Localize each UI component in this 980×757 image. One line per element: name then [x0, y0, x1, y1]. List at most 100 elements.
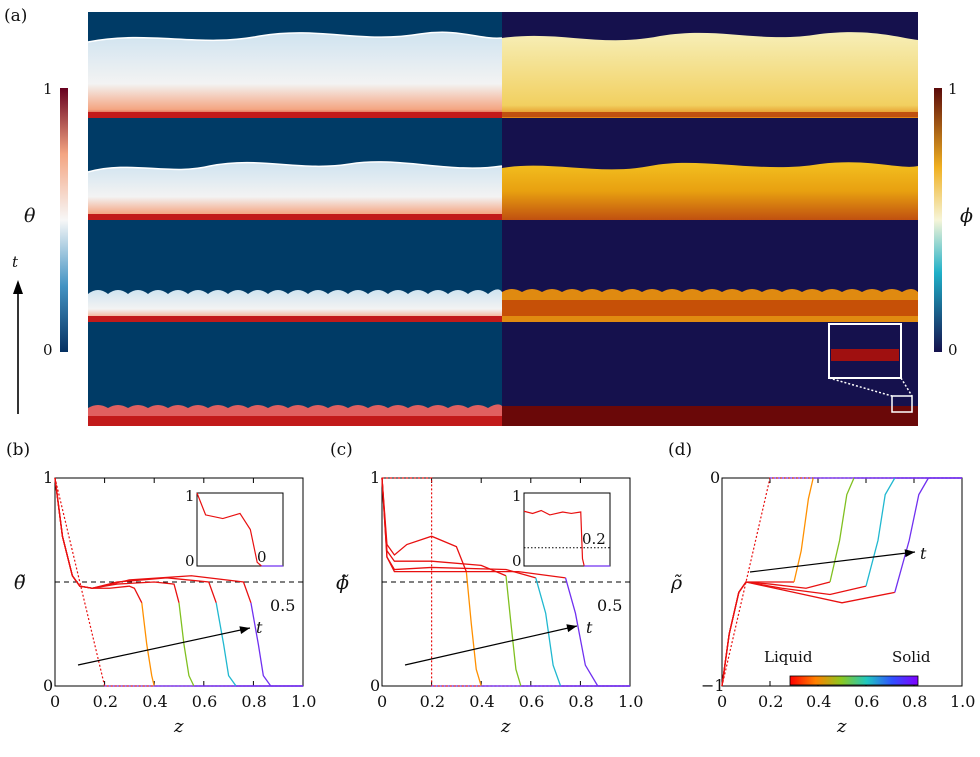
- phi-colorbar-max: 1: [948, 80, 958, 98]
- theta-interface-3: [87, 161, 503, 173]
- x-tick-label-b: 0.6: [191, 692, 218, 711]
- y-tick-label-b: 1: [43, 468, 54, 487]
- series-b-4: [54, 477, 252, 604]
- series-b-2: [54, 477, 180, 603]
- theta-interface-4: [87, 31, 503, 43]
- inset-reference-label-b: 0: [257, 548, 267, 566]
- zoom-inset-band: [831, 349, 899, 361]
- series-front-c-2: [505, 575, 522, 687]
- series-front-d-3: [865, 477, 896, 587]
- x-axis-label-b: z: [174, 716, 184, 737]
- y-axis-label-d: ρ̃: [671, 572, 683, 594]
- time-arrow-head-b: [239, 626, 250, 635]
- series-c-2: [381, 477, 507, 577]
- phi-bottom-4: [502, 112, 918, 117]
- theta-snapshot-2: [88, 289, 502, 322]
- theta-hot-wall-2: [88, 316, 502, 322]
- x-tick-label-d: 0: [717, 692, 728, 711]
- series-front-c-4: [564, 577, 599, 687]
- x-axis-label-c: z: [501, 716, 511, 737]
- x-tick-label-b: 0.8: [241, 692, 267, 711]
- inset-frame-c: [523, 492, 611, 567]
- inset-y-min-c: 0: [512, 552, 522, 570]
- panel-label-c: (c): [330, 440, 353, 460]
- time-arrow-label: t: [12, 253, 19, 271]
- time-arrow-head-d: [904, 549, 915, 558]
- zoom-connector-right: [900, 377, 913, 397]
- inset-frame-b: [196, 492, 284, 567]
- time-arrow-head-c: [566, 624, 577, 633]
- colorbar-liquid-label: Liquid: [764, 648, 813, 666]
- series-front-b-1: [141, 602, 155, 687]
- x-tick-label-b: 0: [50, 692, 61, 711]
- x-tick-label-b: 0.2: [92, 692, 119, 711]
- x-axis-label-d: z: [837, 716, 847, 737]
- time-arrow-label-c: t: [586, 618, 593, 637]
- x-tick-label-d: 0.6: [854, 692, 880, 711]
- x-tick-label-b: 0.4: [142, 692, 168, 711]
- time-arrow-label-d: t: [920, 544, 927, 563]
- theta-colorbar-min: 0: [43, 341, 53, 359]
- series-front-b-2: [178, 602, 195, 687]
- phase-colorbar: [789, 675, 919, 686]
- theta-snapshot-3: [88, 161, 502, 220]
- zoom-connector-left: [828, 377, 893, 397]
- inset-y-max-c: 1: [512, 487, 522, 505]
- phi-cells-2: [502, 300, 918, 316]
- y-axis-label-b: θ̃: [14, 572, 26, 594]
- time-arrow-c: [404, 625, 578, 666]
- series-front-c-3: [535, 577, 562, 687]
- series-c-1: [381, 477, 467, 572]
- series-front-b-4: [250, 602, 272, 687]
- series-d-1: [721, 581, 794, 687]
- phi-snapshot-3: [502, 162, 918, 220]
- phi-colorbar-label: ϕ: [960, 205, 973, 227]
- inset-series-b: [196, 492, 262, 567]
- plot-c: [381, 477, 631, 687]
- theta-colorbar: [60, 88, 68, 352]
- colorbar-solid-label: Solid: [892, 648, 931, 666]
- theta-hot-wall-4: [88, 112, 502, 118]
- x-tick-label-d: 1.0: [950, 692, 976, 711]
- phi-colorbar-min: 0: [948, 341, 958, 359]
- x-tick-label-b: 1.0: [291, 692, 317, 711]
- y-tick-label-d: −1: [701, 676, 725, 695]
- time-arrow-b: [77, 627, 251, 666]
- panel-label-d: (d): [668, 440, 693, 460]
- x-tick-label-c: 0.2: [419, 692, 446, 711]
- theta-hot-wall-3: [88, 214, 502, 220]
- y-tick-label-c: 1: [370, 468, 381, 487]
- line-plots: [54, 477, 963, 687]
- theta-colorbar-label: θ: [24, 205, 36, 227]
- plot-b: [54, 477, 304, 687]
- panel-a-label: (a): [4, 6, 28, 26]
- series-d-4: [721, 581, 895, 687]
- theta-colorbar-max: 1: [43, 80, 53, 98]
- series-front-c-1: [465, 571, 482, 687]
- inset-reference-label-c: 0.2: [582, 529, 606, 548]
- series-front-d-4: [894, 477, 929, 593]
- x-tick-label-c: 0.4: [469, 692, 495, 711]
- theta-snapshot-4: [88, 32, 502, 118]
- panel-label-b: (b): [6, 440, 31, 460]
- x-tick-label-c: 0.8: [568, 692, 594, 711]
- inset-y-min-b: 0: [185, 552, 195, 570]
- phi-snapshot-4: [502, 32, 918, 118]
- series-front-d-2: [829, 477, 855, 583]
- x-tick-label-c: 0.6: [518, 692, 545, 711]
- y-tick-label-b: 0: [43, 676, 54, 695]
- x-tick-label-c: 0: [377, 692, 388, 711]
- phi-colorbar: [934, 88, 942, 352]
- y-tick-label-c: 0: [370, 676, 381, 695]
- x-tick-label-d: 0.8: [902, 692, 928, 711]
- x-tick-label-c: 1.0: [618, 692, 644, 711]
- zoom-source-box: [891, 395, 913, 413]
- series-front-b-3: [215, 602, 237, 687]
- time-arrow-d: [749, 551, 916, 573]
- time-arrow-head: [13, 280, 23, 294]
- theta-hot-wall-1: [88, 416, 502, 426]
- reference-label-b: 0.5: [270, 596, 296, 615]
- series-c-4: [381, 477, 566, 579]
- x-tick-label-d: 0.2: [758, 692, 784, 711]
